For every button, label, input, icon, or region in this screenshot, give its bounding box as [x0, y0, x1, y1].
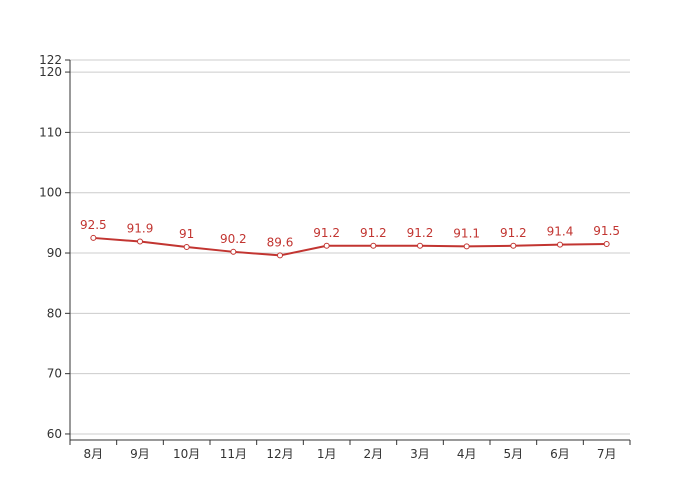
x-tick-label: 2月 — [364, 447, 384, 461]
x-tick-label: 5月 — [504, 447, 524, 461]
data-label: 91.2 — [313, 226, 340, 240]
data-label: 91.4 — [547, 225, 574, 239]
data-label: 91.9 — [127, 222, 154, 236]
y-tick-label: 100 — [39, 186, 62, 200]
x-tick-label: 1月 — [317, 447, 337, 461]
data-label: 91.5 — [593, 224, 620, 238]
data-point — [323, 242, 330, 249]
data-point — [603, 240, 610, 247]
x-tick-label: 12月 — [266, 447, 293, 461]
x-tick-label: 9月 — [130, 447, 150, 461]
data-point — [417, 242, 423, 249]
data-point — [183, 243, 190, 250]
data-label: 91.2 — [407, 226, 434, 240]
data-label: 91.1 — [453, 226, 480, 240]
y-tick-label: 80 — [47, 306, 62, 320]
series-line — [93, 236, 607, 257]
data-point — [557, 241, 563, 248]
x-tick-label: 11月 — [220, 447, 247, 461]
x-tick-label: 8月 — [84, 447, 104, 461]
y-tick-label: 70 — [47, 367, 62, 381]
data-point — [463, 243, 470, 250]
data-labels: 92.5 91.9 91 90.2 89.6 91.2 91.2 91.2 91.1 91.2 91… — [80, 218, 620, 249]
data-label: 90.2 — [220, 232, 247, 246]
grid-lines — [70, 59, 630, 435]
y-tick-label: 122 — [39, 53, 62, 67]
y-tick-label: 90 — [47, 246, 62, 260]
x-tick-label: 4月 — [457, 447, 477, 461]
data-point — [90, 234, 97, 241]
x-tick-label: 10月 — [173, 447, 200, 461]
data-label: 89.6 — [267, 235, 294, 249]
data-label: 91.2 — [360, 226, 387, 240]
y-tick-label: 120 — [39, 65, 62, 79]
data-point — [510, 242, 517, 249]
x-tick-label: 3月 — [410, 447, 430, 461]
x-tick-label: 7月 — [597, 447, 617, 461]
x-tick-label: 6月 — [550, 447, 570, 461]
data-label: 92.5 — [80, 218, 107, 232]
data-point — [137, 238, 143, 245]
series-group — [90, 234, 610, 259]
data-label: 91.2 — [500, 226, 527, 240]
x-axis: 8月 9月 10月 11月 12月 1月 2月 3月 4月 5月 6月 7月 — [69, 439, 631, 461]
y-tick-label: 60 — [47, 427, 62, 441]
data-point — [230, 248, 237, 255]
data-label: 91 — [179, 227, 194, 241]
data-point — [277, 252, 283, 259]
data-point — [370, 242, 377, 249]
y-tick-label: 110 — [39, 125, 62, 139]
